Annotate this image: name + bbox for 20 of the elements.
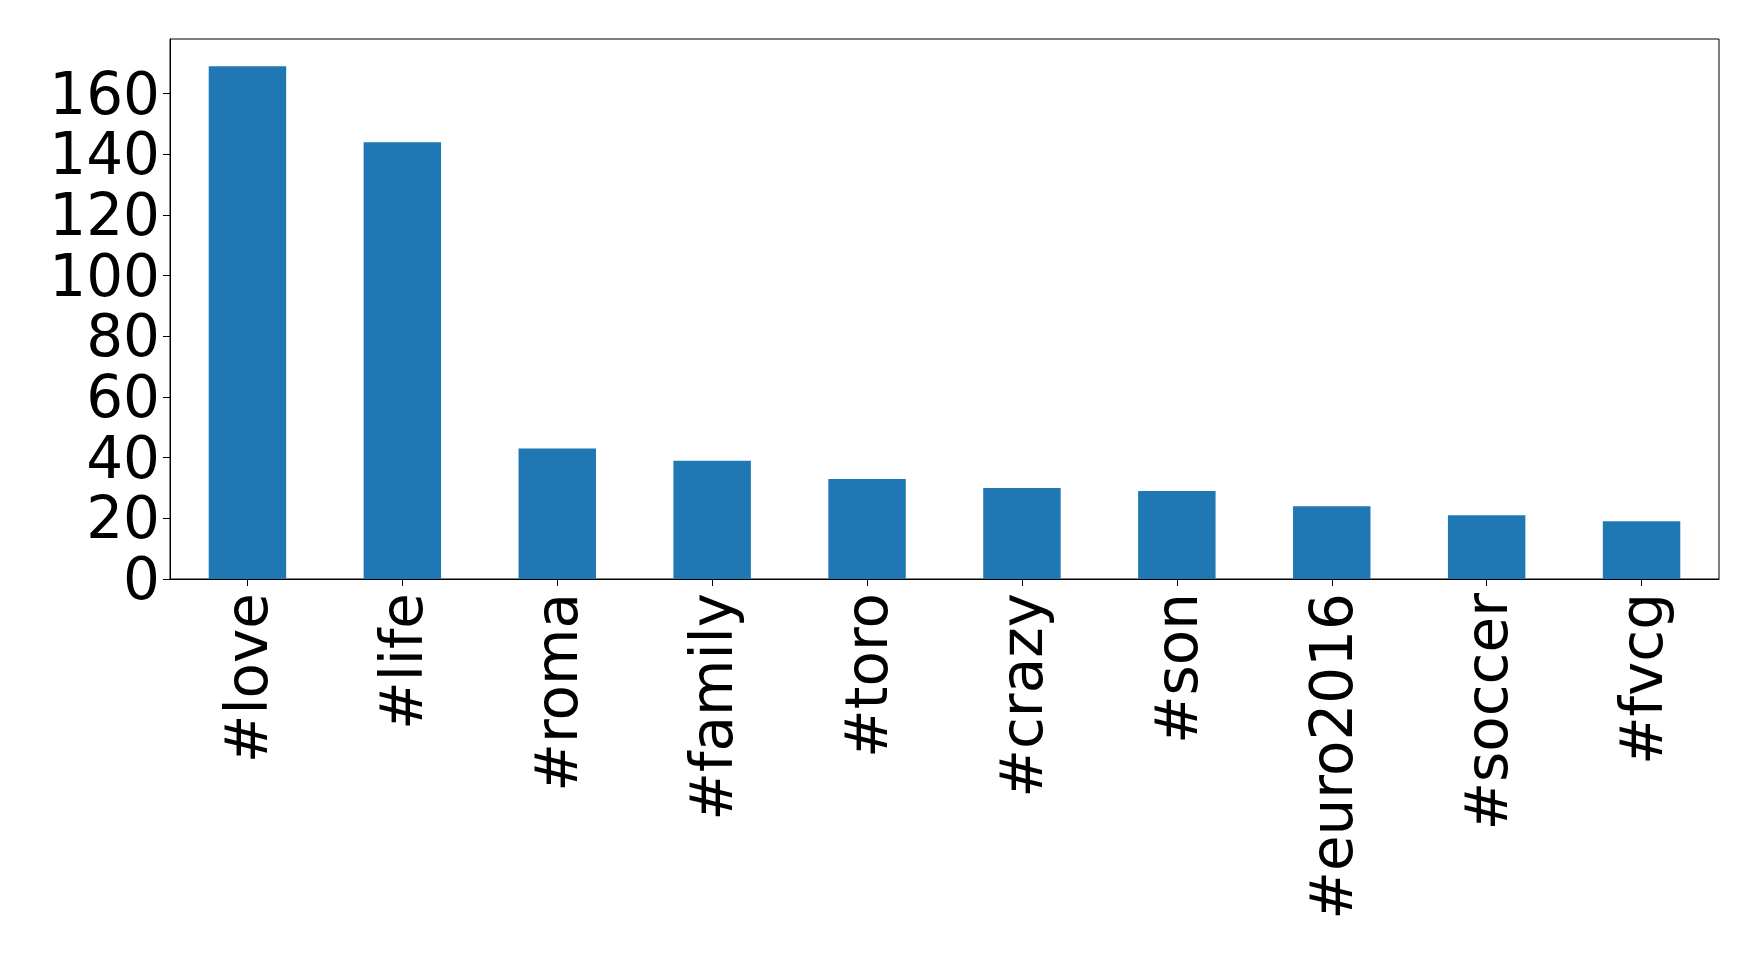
x-tick-label: #euro2016: [1297, 593, 1366, 920]
x-tick-label: #fvcg: [1607, 593, 1676, 766]
x-tick-label: #crazy: [987, 593, 1056, 798]
bar: [828, 478, 906, 579]
bar: [1447, 515, 1526, 579]
x-tick-label: #soccer: [1452, 592, 1521, 831]
bar: [208, 66, 287, 579]
bar: [1293, 506, 1371, 579]
bar: [518, 448, 596, 579]
bar: [363, 142, 442, 579]
x-tick-label: #toro: [833, 593, 902, 758]
x-tick-label: #son: [1142, 593, 1211, 745]
bar: [673, 460, 751, 579]
x-tick-label: #love: [213, 593, 282, 764]
bar: [1602, 521, 1681, 579]
x-tick-label: #family: [678, 593, 747, 821]
bar: [983, 487, 1061, 579]
bar: [1138, 491, 1216, 579]
x-tick-label: #life: [368, 593, 437, 730]
x-tick-label: #roma: [523, 593, 592, 792]
